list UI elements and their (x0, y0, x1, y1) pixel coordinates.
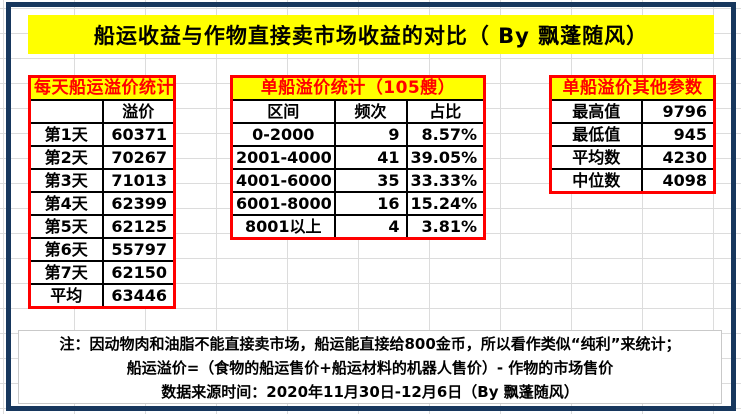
cell-value: 62399 (101, 191, 176, 216)
range-label: 8001以上 (230, 214, 336, 240)
range-label: 2001-4000 (230, 145, 336, 170)
param-value: 4230 (640, 145, 716, 170)
footnote-line-3: 数据来源时间：2020年11月30日-12月6日（By 飘蓬随风） (161, 382, 579, 401)
footnote-line-1: 注：因动物肉和油脂不能直接卖市场，船运能直接给800金币，所以看作类似“纯利”来… (59, 334, 681, 353)
row-label: 第2天 (28, 145, 104, 170)
frequency-value: 9 (333, 122, 408, 147)
table-header-row: 单船溢价其他参数 (549, 75, 716, 101)
percentage-value: 8.57% (405, 122, 486, 147)
row-label: 第4天 (28, 191, 104, 216)
column-header-empty (28, 99, 104, 124)
frequency-value: 41 (333, 145, 408, 170)
table-row: 第6天 55797 (28, 237, 176, 262)
percentage-value: 3.81% (405, 214, 486, 240)
table-row: 第5天 62125 (28, 214, 176, 239)
row-label: 第1天 (28, 122, 104, 147)
frequency-value: 4 (333, 214, 408, 240)
row-label: 第6天 (28, 237, 104, 262)
table-header-row: 单船溢价统计（105艘） (230, 75, 486, 101)
column-header-premium: 溢价 (101, 99, 176, 124)
footnotes: 注：因动物肉和油脂不能直接卖市场，船运能直接给800金币，所以看作类似“纯利”来… (18, 330, 722, 404)
row-label: 第5天 (28, 214, 104, 239)
param-label: 平均数 (549, 145, 643, 170)
column-header-row: 区间 频次 占比 (230, 99, 486, 124)
table-row: 最高值 9796 (549, 99, 716, 124)
param-label: 中位数 (549, 168, 643, 194)
range-label: 6001-8000 (230, 191, 336, 216)
table-row: 4001-6000 35 33.33% (230, 168, 486, 193)
table-row: 0-2000 9 8.57% (230, 122, 486, 147)
params-table-title: 单船溢价其他参数 (549, 75, 716, 101)
row-label: 第3天 (28, 168, 104, 193)
table-header-row: 每天船运溢价统计 (28, 75, 176, 101)
daily-table-title: 每天船运溢价统计 (28, 75, 176, 101)
table-row: 第7天 62150 (28, 260, 176, 285)
range-label: 4001-6000 (230, 168, 336, 193)
table-row: 第3天 71013 (28, 168, 176, 193)
param-value: 945 (640, 122, 716, 147)
frequency-value: 16 (333, 191, 408, 216)
table-row: 中位数 4098 (549, 168, 716, 194)
table-row: 8001以上 4 3.81% (230, 214, 486, 240)
cell-value: 62125 (101, 214, 176, 239)
footnote-line-2: 船运溢价=（食物的船运售价+船运材料的机器人售价）- 作物的市场售价 (126, 358, 614, 377)
cell-value: 63446 (101, 283, 176, 309)
cell-value: 55797 (101, 237, 176, 262)
table-row: 6001-8000 16 15.24% (230, 191, 486, 216)
frequency-value: 35 (333, 168, 408, 193)
table-row: 最低值 945 (549, 122, 716, 147)
percentage-value: 33.33% (405, 168, 486, 193)
table-row: 第1天 60371 (28, 122, 176, 147)
column-header-range: 区间 (230, 99, 336, 124)
row-label: 第7天 (28, 260, 104, 285)
range-label: 0-2000 (230, 122, 336, 147)
param-value: 9796 (640, 99, 716, 124)
daily-premium-table: 每天船运溢价统计 溢价 第1天 60371 第2天 70267 第3天 7101… (28, 75, 176, 309)
table-row: 第2天 70267 (28, 145, 176, 170)
other-params-table: 单船溢价其他参数 最高值 9796 最低值 945 平均数 4230 中位数 4… (549, 75, 716, 194)
table-row: 平均数 4230 (549, 145, 716, 170)
per-ship-premium-table: 单船溢价统计（105艘） 区间 频次 占比 0-2000 9 8.57% 200… (230, 75, 487, 240)
column-header-row: 溢价 (28, 99, 176, 124)
table-row: 平均 63446 (28, 283, 176, 309)
cell-value: 60371 (101, 122, 176, 147)
param-label: 最高值 (549, 99, 643, 124)
cell-value: 71013 (101, 168, 176, 193)
column-header-frequency: 频次 (333, 99, 408, 124)
ship-table-title: 单船溢价统计（105艘） (230, 75, 486, 101)
percentage-value: 15.24% (405, 191, 486, 216)
cell-value: 70267 (101, 145, 176, 170)
table-row: 第4天 62399 (28, 191, 176, 216)
row-label: 平均 (28, 283, 104, 309)
param-value: 4098 (640, 168, 716, 194)
cell-value: 62150 (101, 260, 176, 285)
percentage-value: 39.05% (405, 145, 486, 170)
column-header-percentage: 占比 (405, 99, 486, 124)
page-title: 船运收益与作物直接卖市场收益的对比（ By 飘蓬随风） (28, 15, 714, 54)
table-row: 2001-4000 41 39.05% (230, 145, 486, 170)
param-label: 最低值 (549, 122, 643, 147)
